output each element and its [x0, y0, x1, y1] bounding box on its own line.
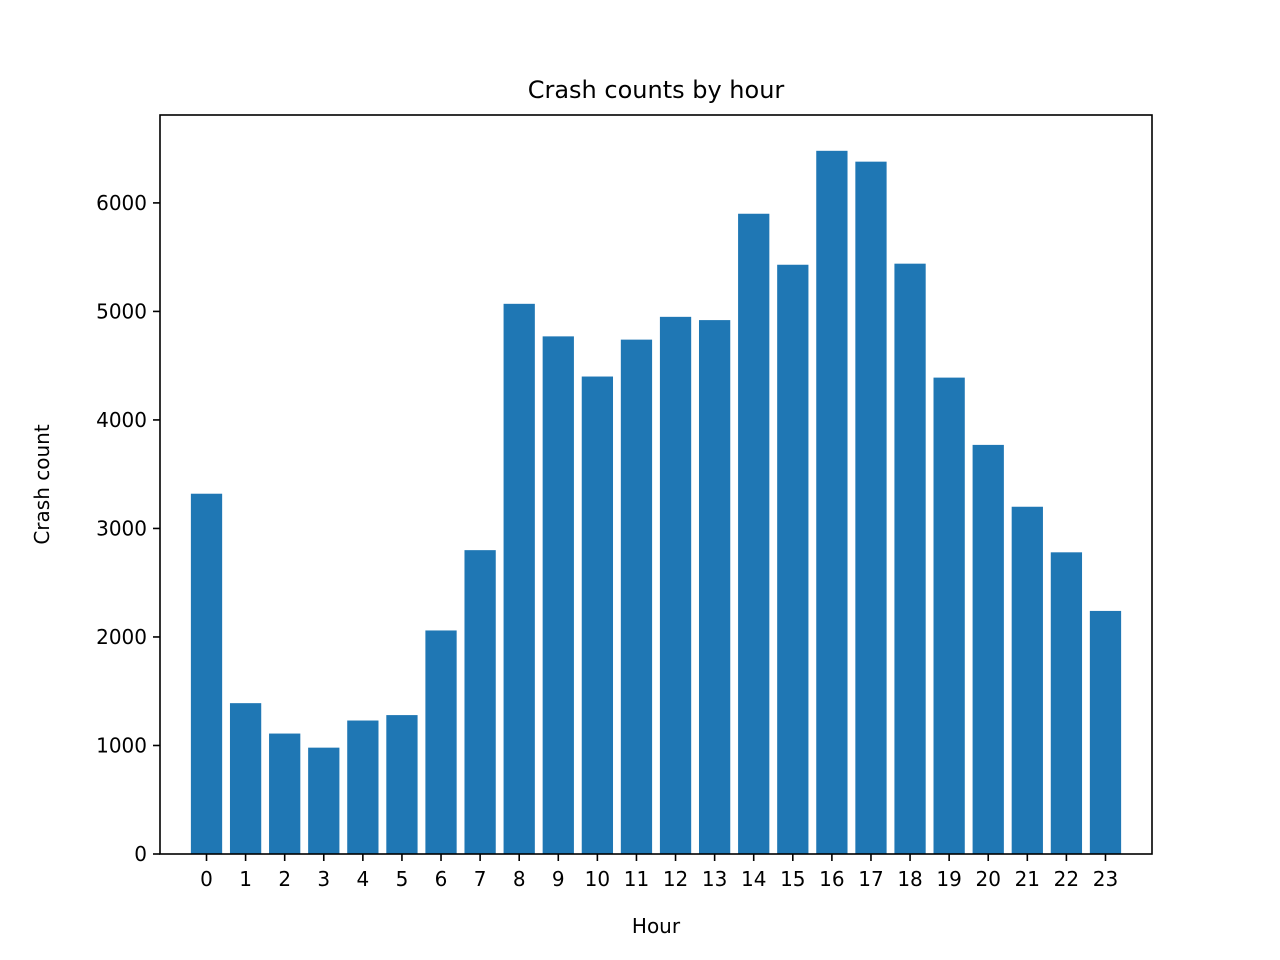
x-tick-label: 19 — [936, 867, 961, 891]
bar-hour-6 — [425, 630, 457, 854]
bar-hour-13 — [698, 320, 731, 855]
x-tick-label: 23 — [1093, 867, 1118, 891]
x-tick-label: 8 — [513, 867, 526, 891]
x-tick-label: 22 — [1054, 867, 1079, 891]
bar-hour-9 — [542, 336, 574, 854]
bar-hour-14 — [738, 213, 770, 854]
y-tick-label: 3000 — [96, 516, 147, 540]
x-tick-label: 20 — [976, 867, 1001, 891]
x-axis: 0 1 2 3 4 5 6 7 8 9 10 11 12 13 14 15 16 17 18 19 20 21 22 23 — [200, 854, 1118, 891]
bar-hour-1 — [229, 703, 262, 854]
bar-hour-2 — [269, 733, 301, 854]
bars-group — [190, 150, 1122, 855]
bar-hour-22 — [1050, 552, 1083, 854]
x-tick-label: 11 — [624, 867, 649, 891]
x-tick-label: 2 — [278, 867, 291, 891]
y-tick-label: 1000 — [96, 733, 147, 757]
x-tick-label: 9 — [552, 867, 565, 891]
x-tick-label: 12 — [663, 867, 688, 891]
bar-hour-7 — [464, 550, 496, 854]
y-tick-label: 4000 — [96, 408, 147, 432]
bar-hour-17 — [855, 161, 887, 854]
y-tick-label: 5000 — [96, 299, 147, 323]
bar-hour-16 — [816, 150, 848, 854]
x-tick-label: 5 — [396, 867, 409, 891]
x-tick-label: 7 — [474, 867, 487, 891]
chart-title: Crash counts by hour — [528, 76, 785, 104]
bar-hour-15 — [777, 264, 809, 854]
y-tick-label: 6000 — [96, 191, 147, 215]
bar-hour-21 — [1011, 506, 1043, 854]
x-tick-label: 14 — [741, 867, 766, 891]
bar-hour-10 — [581, 376, 614, 854]
x-tick-label: 21 — [1015, 867, 1040, 891]
bar-hour-5 — [386, 715, 418, 854]
x-axis-label: Hour — [632, 914, 681, 938]
x-tick-label: 6 — [435, 867, 448, 891]
x-tick-label: 10 — [585, 867, 610, 891]
x-tick-label: 3 — [317, 867, 330, 891]
x-tick-label: 4 — [356, 867, 369, 891]
x-tick-label: 0 — [200, 867, 213, 891]
y-axis: 0 1000 2000 3000 4000 5000 6000 — [96, 191, 160, 866]
x-tick-label: 17 — [858, 867, 883, 891]
x-tick-label: 15 — [780, 867, 805, 891]
bar-hour-20 — [972, 444, 1004, 854]
bar-hour-0 — [190, 493, 223, 854]
y-tick-label: 2000 — [96, 625, 147, 649]
bar-hour-11 — [620, 339, 653, 854]
x-tick-label: 18 — [897, 867, 922, 891]
y-tick-label: 0 — [134, 842, 147, 866]
x-tick-label: 1 — [239, 867, 252, 891]
x-tick-label: 16 — [819, 867, 844, 891]
bar-hour-12 — [659, 316, 692, 855]
bar-hour-8 — [503, 303, 535, 854]
bar-hour-3 — [308, 747, 340, 854]
plot-frame — [159, 114, 1153, 855]
y-axis-label: Crash count — [30, 424, 54, 544]
bar-hour-19 — [933, 377, 965, 854]
bar-hour-4 — [347, 720, 379, 854]
bar-hour-18 — [894, 263, 926, 854]
bar-hour-23 — [1089, 610, 1122, 854]
x-tick-label: 13 — [702, 867, 727, 891]
